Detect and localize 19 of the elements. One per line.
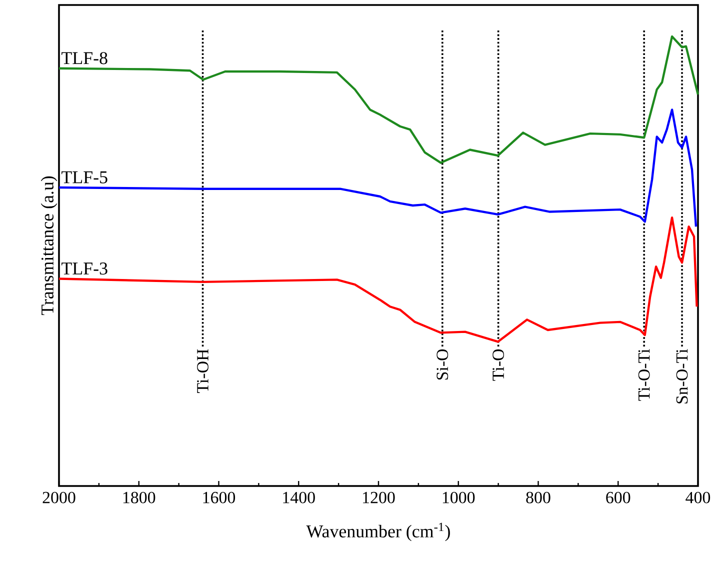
series-label: TLF-3 <box>62 262 108 275</box>
x-tick-label: 800 <box>526 492 550 504</box>
ref-line-label: Ti-O <box>492 349 504 381</box>
series-label: TLF-5 <box>62 171 108 184</box>
ref-line-label: Ti-OH <box>197 349 208 393</box>
x-tick-label: 1600 <box>203 492 236 504</box>
x-tick-label: 2000 <box>42 492 76 504</box>
y-axis-title: Transmittance (a.u) <box>40 176 58 316</box>
x-tick-label: 1000 <box>442 492 475 504</box>
x-tick-label: 1200 <box>363 492 395 504</box>
series-label: TLF-8 <box>62 52 108 64</box>
x-tick-label: 600 <box>606 492 630 504</box>
ref-line-label: Sn-O-Ti <box>676 349 688 404</box>
x-axis-title: Wavenumber (cm$^{-1}$) <box>306 522 450 542</box>
ref-line-label: Si-O <box>436 349 448 380</box>
x-tick-label: 1400 <box>283 492 315 504</box>
x-tick-label: 400 <box>686 492 710 504</box>
x-tick-label: 1800 <box>123 492 156 504</box>
ref-line-label: Ti-O-Ti <box>638 349 650 401</box>
